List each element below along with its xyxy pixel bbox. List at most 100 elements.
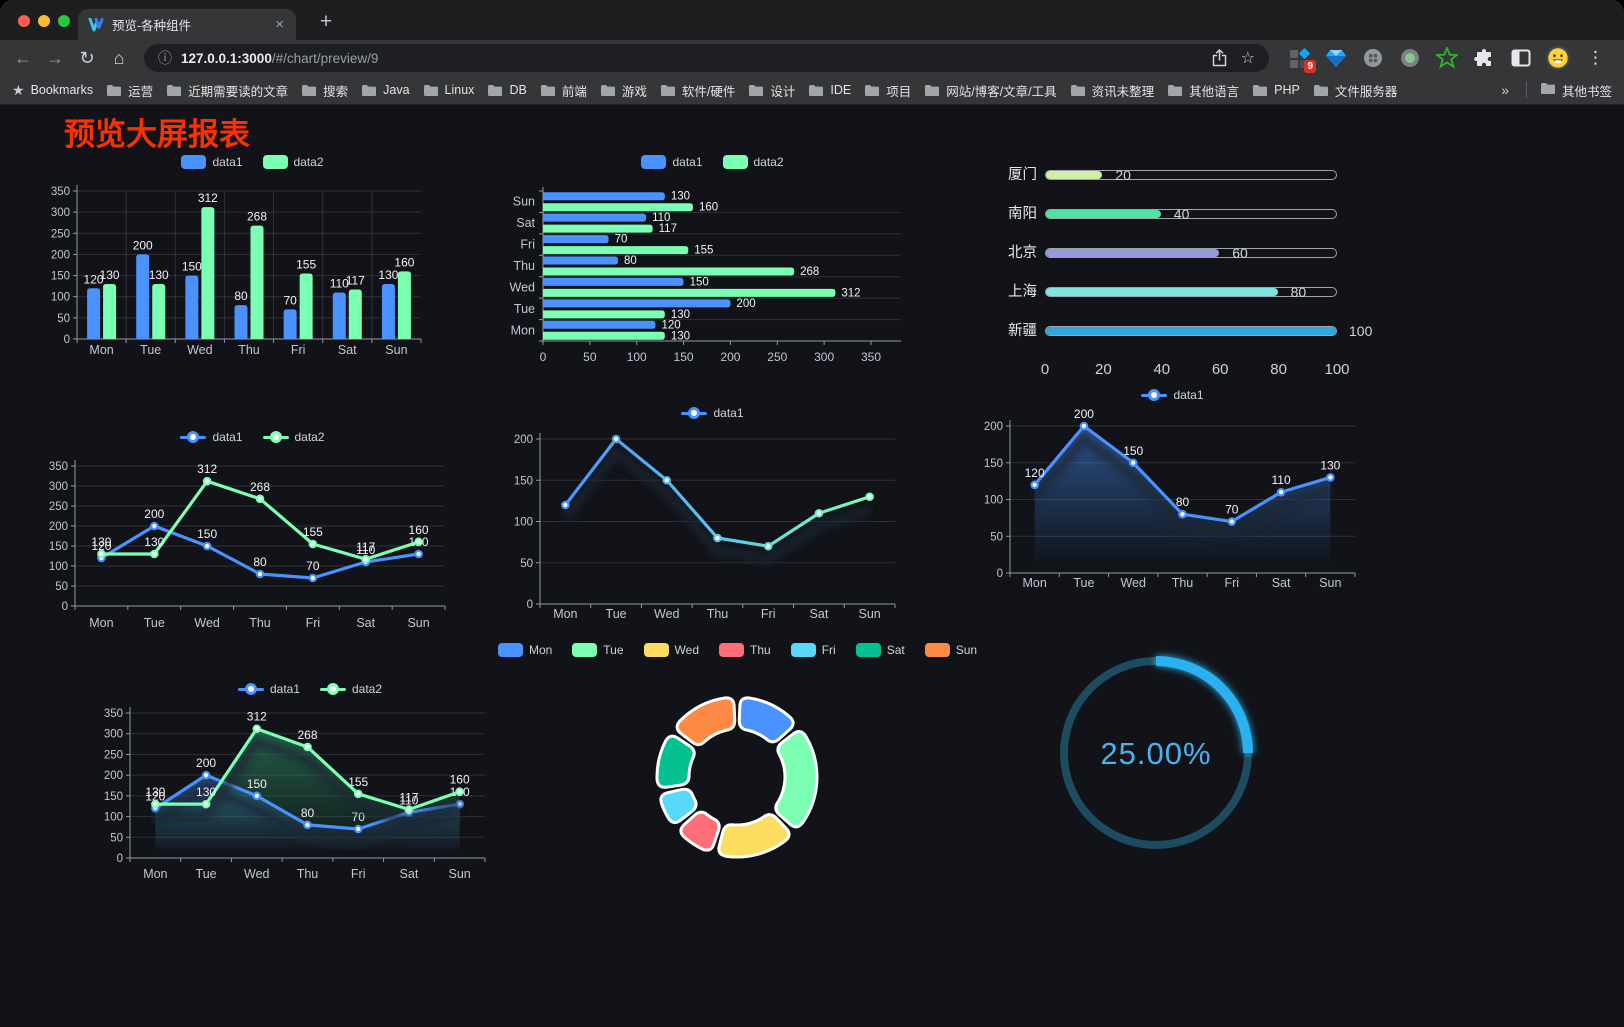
- svg-text:200: 200: [1074, 407, 1094, 421]
- legend-item[interactable]: Tue: [572, 643, 624, 657]
- legend-item[interactable]: Fri: [790, 643, 836, 657]
- svg-text:200: 200: [133, 238, 153, 252]
- chart-gauge[interactable]: 25.00%: [1036, 633, 1276, 873]
- bookmark-folder[interactable]: DB: [487, 81, 527, 100]
- legend-item[interactable]: data1: [681, 406, 744, 420]
- site-info-icon[interactable]: ⓘ: [158, 50, 172, 66]
- legend-item[interactable]: data2: [320, 682, 382, 696]
- extensions-puzzle-icon[interactable]: [1472, 46, 1496, 70]
- tab-close-icon[interactable]: ×: [275, 16, 284, 33]
- bookmark-folder[interactable]: 近期需要读的文章: [166, 81, 288, 100]
- progress-track: [1045, 326, 1337, 336]
- svg-text:130: 130: [91, 535, 111, 549]
- svg-text:150: 150: [1123, 444, 1143, 458]
- svg-text:Wed: Wed: [187, 343, 213, 357]
- chart-progress-bars[interactable]: 厦门 20 南阳 40 北京 60 上海 80 新疆 100 0 20 40 60 80 100: [965, 151, 1380, 391]
- new-tab-button[interactable]: +: [319, 10, 333, 33]
- side-panel-icon[interactable]: [1509, 46, 1533, 70]
- legend-item[interactable]: data1: [180, 430, 243, 444]
- svg-text:117: 117: [659, 223, 677, 235]
- bookmarks-overflow-icon[interactable]: »: [1501, 82, 1509, 98]
- chart-area-dual[interactable]: data1 data2 0 50 100 150 200 250 300 350 Mon Tue Wed…: [100, 646, 520, 894]
- legend-item[interactable]: Wed: [643, 643, 699, 657]
- bookmark-folder[interactable]: 项目: [864, 81, 911, 100]
- bookmark-folder[interactable]: Java: [361, 81, 410, 100]
- bookmark-folder[interactable]: 运营: [106, 81, 153, 100]
- legend-item[interactable]: data2: [262, 430, 325, 444]
- svg-text:Tue: Tue: [514, 302, 535, 316]
- chart-bar-grouped[interactable]: data1 data2 0 50 100 150 200 250 300 350 Mon Tue Wed…: [45, 151, 460, 369]
- zoom-window-icon[interactable]: [58, 15, 70, 27]
- close-window-icon[interactable]: [18, 15, 30, 27]
- legend-item[interactable]: data1: [1141, 388, 1204, 402]
- chart-area-single[interactable]: data1 0 50 100 150 200 Mon Tue Wed Thu Fri Sat Sun 12…: [965, 386, 1380, 601]
- svg-text:Sun: Sun: [1319, 576, 1341, 590]
- svg-text:Thu: Thu: [1172, 576, 1194, 590]
- chart-pie-donut[interactable]: Mon Tue Wed Thu Fri Sat Sun: [497, 635, 977, 893]
- bookmark-folder[interactable]: IDE: [808, 81, 851, 100]
- legend-item[interactable]: data2: [262, 155, 324, 169]
- svg-text:Fri: Fri: [520, 238, 535, 252]
- svg-text:155: 155: [296, 257, 316, 271]
- extension-star-icon[interactable]: [1435, 46, 1459, 70]
- legend-item[interactable]: data1: [237, 682, 300, 696]
- bookmark-folder[interactable]: 其他语言: [1167, 81, 1239, 100]
- bookmark-folders: 运营 近期需要读的文章 搜索 Java Linux DB 前端 游戏 软件/硬件 设计 IDE 项目网…: [106, 81, 1484, 100]
- svg-text:155: 155: [694, 245, 713, 257]
- svg-text:268: 268: [250, 480, 270, 494]
- extension-grid-icon[interactable]: 9: [1287, 46, 1316, 73]
- legend-item[interactable]: Sun: [924, 643, 977, 657]
- chart-line-gradient[interactable]: data1 0 50 100 150 200 Mon Tue Wed Thu Fri Sat Sun: [505, 396, 920, 628]
- bookmark-folder[interactable]: PHP: [1252, 81, 1300, 100]
- bookmarks-root[interactable]: ★ Bookmarks: [12, 82, 93, 99]
- back-button[interactable]: ←: [14, 48, 32, 68]
- home-button[interactable]: ⌂: [113, 48, 125, 68]
- bookmark-folder[interactable]: 文件服务器: [1313, 81, 1397, 100]
- bookmark-folder[interactable]: 软件/硬件: [660, 81, 735, 100]
- tab-strip: 预览-各种组件 × +: [0, 0, 1624, 40]
- svg-text:80: 80: [624, 255, 637, 267]
- svg-text:150: 150: [984, 458, 1003, 470]
- forward-button[interactable]: →: [46, 48, 64, 68]
- other-bookmarks[interactable]: 其他书签: [1540, 81, 1612, 100]
- svg-text:Tue: Tue: [1073, 576, 1094, 590]
- chart-line-dual[interactable]: data1 data2 0 50 100 150 200 250 300 350 Mon Tue Wed…: [45, 396, 460, 638]
- extension-circle-icon[interactable]: [1361, 46, 1385, 70]
- legend-item[interactable]: Sat: [855, 643, 905, 657]
- share-icon[interactable]: [1212, 49, 1227, 67]
- svg-text:150: 150: [51, 271, 70, 283]
- browser-tab[interactable]: 预览-各种组件 ×: [78, 9, 296, 40]
- profile-avatar[interactable]: [1546, 46, 1570, 70]
- address-bar[interactable]: ⓘ 127.0.0.1:3000 /#/chart/preview/9 ☆: [144, 44, 1269, 72]
- svg-text:Sat: Sat: [338, 343, 357, 357]
- legend-item[interactable]: data2: [722, 155, 784, 169]
- bookmark-folder[interactable]: 设计: [748, 81, 795, 100]
- svg-text:Sat: Sat: [1272, 576, 1291, 590]
- legend-item[interactable]: Mon: [497, 643, 552, 657]
- bookmark-folder[interactable]: 游戏: [600, 81, 647, 100]
- bookmark-star-icon[interactable]: ☆: [1240, 50, 1255, 67]
- extension-gem-icon[interactable]: [1324, 46, 1348, 70]
- bookmark-folder[interactable]: 资讯未整理: [1070, 81, 1154, 100]
- bookmark-folder[interactable]: 网站/博客/文章/工具: [924, 81, 1057, 100]
- svg-text:200: 200: [984, 421, 1003, 433]
- bookmark-folder[interactable]: Linux: [423, 81, 474, 100]
- extension-dot-icon[interactable]: [1398, 46, 1422, 70]
- svg-text:Mon: Mon: [143, 867, 167, 881]
- legend-item[interactable]: data1: [641, 155, 703, 169]
- minimize-window-icon[interactable]: [38, 15, 50, 27]
- svg-text:Mon: Mon: [89, 343, 113, 357]
- progress-track: [1045, 248, 1337, 258]
- legend-item[interactable]: Thu: [719, 643, 771, 657]
- bookmark-folder[interactable]: 前端: [540, 81, 587, 100]
- svg-text:Mon: Mon: [1022, 576, 1046, 590]
- browser-menu-icon[interactable]: ⋮: [1587, 48, 1604, 67]
- svg-text:130: 130: [671, 309, 690, 321]
- svg-text:130: 130: [144, 535, 164, 549]
- svg-text:300: 300: [104, 729, 123, 741]
- legend-item[interactable]: data1: [181, 155, 243, 169]
- chart-bar-horizontal[interactable]: data1 data2 0 50 100 150 200 250 300 350 Sun Sat Fri…: [505, 151, 920, 373]
- reload-button[interactable]: ↻: [79, 48, 95, 68]
- bookmark-folder[interactable]: 搜索: [301, 81, 348, 100]
- svg-text:130: 130: [100, 268, 120, 282]
